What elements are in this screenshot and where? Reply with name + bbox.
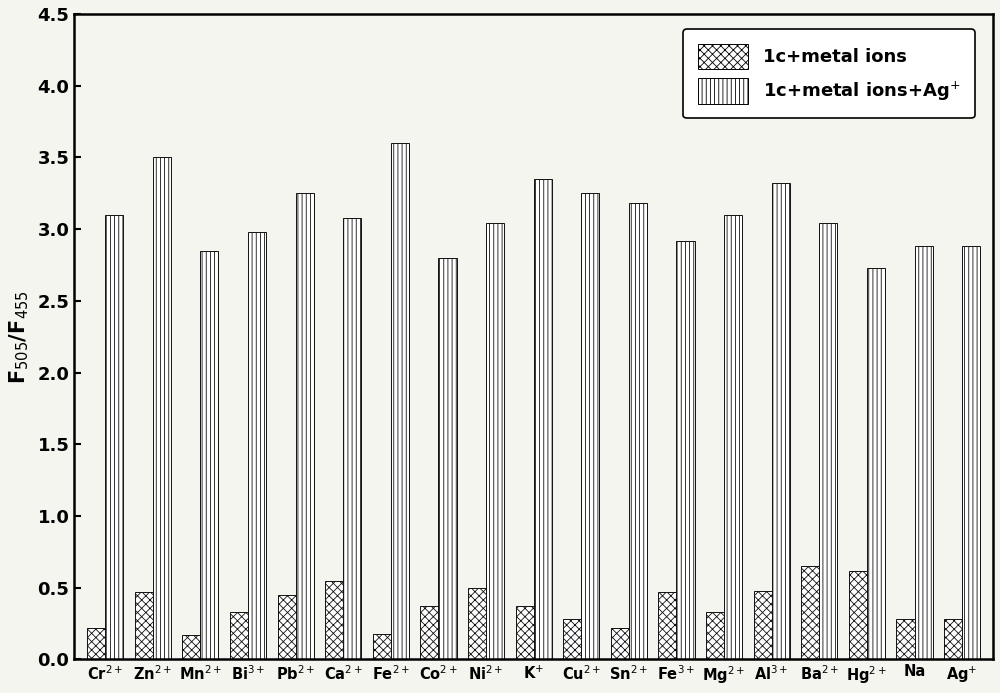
Bar (849, 570, 867, 660)
Bar (87, 628, 105, 660)
Bar (801, 566, 819, 660)
Bar (724, 215, 742, 660)
Bar (391, 143, 409, 660)
Bar (438, 258, 457, 660)
Bar (516, 606, 534, 660)
Bar (676, 240, 695, 660)
Y-axis label: F$_{505}$/F$_{455}$: F$_{505}$/F$_{455}$ (7, 290, 31, 383)
Bar (581, 193, 599, 660)
Bar (420, 606, 438, 660)
Bar (373, 633, 391, 660)
Bar (629, 203, 647, 660)
Bar (325, 581, 343, 660)
Bar (248, 232, 266, 660)
Bar (200, 251, 218, 660)
Bar (706, 612, 724, 660)
Bar (296, 193, 314, 660)
Bar (772, 183, 790, 660)
Bar (468, 588, 486, 660)
Legend: 1c+metal ions, 1c+metal ions+Ag$^{+}$: 1c+metal ions, 1c+metal ions+Ag$^{+}$ (683, 29, 975, 119)
Bar (896, 620, 915, 660)
Bar (230, 612, 248, 660)
Bar (944, 620, 962, 660)
Bar (486, 223, 504, 660)
Bar (278, 595, 296, 660)
Bar (343, 218, 361, 660)
Bar (611, 628, 629, 660)
Bar (819, 223, 837, 660)
Bar (105, 215, 123, 660)
Bar (658, 592, 676, 660)
Bar (153, 157, 171, 660)
Bar (754, 590, 772, 660)
Bar (135, 592, 153, 660)
Bar (534, 179, 552, 660)
Bar (182, 635, 200, 660)
Bar (563, 620, 581, 660)
Bar (867, 268, 885, 660)
Bar (962, 246, 980, 660)
Bar (915, 246, 933, 660)
